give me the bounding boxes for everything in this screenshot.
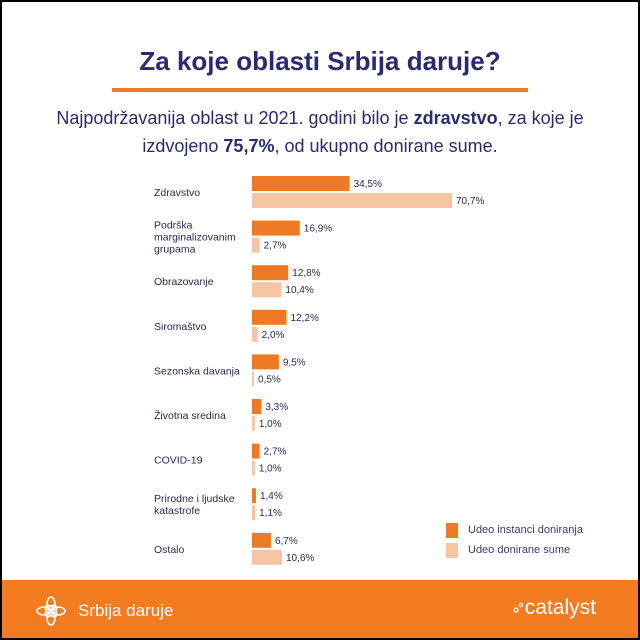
bar-sum — [252, 193, 452, 208]
data-label-sum: 10,6% — [286, 553, 314, 564]
bar-instances — [252, 443, 260, 459]
legend-item-sum: Udeo donirane sume — [446, 540, 583, 560]
data-label-instances: 1,4% — [260, 491, 283, 502]
bar-sum — [252, 460, 255, 476]
title-underline — [112, 88, 528, 92]
category-label: Zdravstvo — [154, 187, 200, 199]
page-title: Za koje oblasti Srbija daruje? — [139, 46, 501, 76]
data-label-sum: 1,1% — [259, 508, 282, 519]
category-label: COVID-19 — [154, 455, 203, 467]
chart-legend: Udeo instanci doniranja Udeo donirane su… — [446, 520, 583, 560]
bar-instances — [252, 488, 256, 504]
partner-name: catalyst — [524, 596, 596, 619]
data-label-instances: 6,7% — [275, 536, 298, 547]
category-label: Sezonska davanja — [154, 365, 240, 377]
data-label-instances: 16,9% — [304, 224, 332, 235]
bar-sum — [252, 505, 256, 521]
subtitle-text-3: , od ukupno donirane sume. — [274, 136, 498, 156]
data-label-sum: 1,0% — [259, 419, 282, 430]
bar-instances — [252, 532, 271, 548]
data-label-instances: 12,8% — [292, 268, 320, 279]
footer-bar: Srbija daruje catalyst — [2, 580, 638, 638]
bar-instances — [252, 399, 262, 414]
bar-sum — [252, 371, 254, 387]
bar-instances — [252, 220, 300, 236]
subtitle-text-2: , za koje je izdvojeno — [142, 108, 584, 156]
legend-swatch-sum — [446, 542, 458, 558]
legend-label-sum: Udeo donirane sume — [468, 544, 571, 556]
category-label: Podrška — [154, 220, 193, 232]
legend-item-instances: Udeo instanci doniranja — [446, 520, 583, 540]
category-label: katastrofe — [154, 505, 200, 517]
subtitle-highlight-2: 75,7% — [223, 136, 275, 156]
bar-chart: Zdravstvo 34,5% 70,7% Podrškamarginalizovan… — [154, 176, 484, 565]
category-label: grupama — [154, 244, 196, 256]
category-label: Životna sredina — [154, 409, 226, 422]
legend-swatch-instances — [446, 522, 458, 538]
category-label: Prirodne i ljudske — [154, 493, 235, 505]
data-label-instances: 9,5% — [283, 357, 306, 368]
bar-sum — [252, 237, 260, 253]
data-label-sum: 0,5% — [258, 374, 281, 385]
category-label: Obrazovanje — [154, 276, 214, 288]
brand-name: Srbija daruje — [78, 601, 174, 620]
partner-logo: catalyst — [513, 596, 596, 620]
bar-instances — [252, 265, 289, 281]
data-label-sum: 2,0% — [262, 330, 285, 341]
data-label-instances: 12,2% — [291, 313, 319, 324]
bar-sum — [252, 416, 255, 431]
dots-icon — [513, 602, 523, 613]
bar-sum — [252, 282, 282, 298]
bar-instances — [252, 176, 350, 191]
data-label-sum: 10,4% — [285, 285, 313, 296]
subtitle-highlight-1: zdravstvo — [413, 108, 498, 128]
category-label: marginalizovanim — [154, 232, 236, 244]
data-label-instances: 34,5% — [354, 179, 382, 190]
subtitle-text-1: Najpodržavanija oblast u 2021. godini bi… — [56, 108, 414, 128]
bar-sum — [252, 549, 282, 565]
data-label-instances: 2,7% — [264, 447, 287, 458]
legend-label-instances: Udeo instanci doniranja — [468, 524, 583, 536]
bar-instances — [252, 309, 287, 325]
data-label-instances: 3,3% — [265, 402, 288, 413]
page-subtitle: Najpodržavanija oblast u 2021. godini bi… — [42, 104, 598, 160]
data-label-sum: 1,0% — [259, 464, 282, 475]
category-label: Siromaštvo — [154, 321, 207, 333]
bar-instances — [252, 354, 279, 370]
category-label: Ostalo — [154, 544, 185, 556]
data-label-sum: 70,7% — [456, 196, 484, 207]
bar-sum — [252, 326, 258, 342]
data-label-sum: 2,7% — [264, 241, 287, 252]
brand-logo: Srbija daruje — [36, 596, 173, 626]
flower-icon — [36, 596, 66, 626]
